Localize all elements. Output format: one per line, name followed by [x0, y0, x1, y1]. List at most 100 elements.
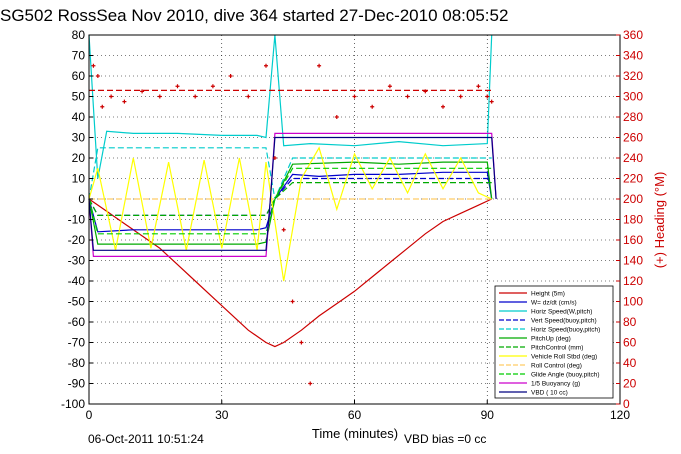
legend-entry: PitchUp (deg)	[531, 336, 571, 343]
legend-entry: Roll Control (deg)	[531, 363, 582, 370]
y-tick-label-right: 120	[623, 274, 643, 288]
heading-marker	[122, 99, 127, 104]
heading-marker	[308, 381, 313, 386]
heading-marker	[334, 115, 339, 119]
heading-marker	[405, 94, 410, 99]
heading-marker	[458, 94, 463, 99]
heading-marker	[387, 84, 392, 89]
heading-marker	[352, 94, 357, 99]
y-tick-label-left: 50	[72, 90, 86, 104]
series-line	[88, 34, 493, 179]
y-tick-label-right: 40	[623, 356, 637, 370]
series-11	[88, 136, 497, 251]
y-tick-label-right: 300	[623, 90, 643, 104]
legend-entry: Horiz Speed(W,pitch)	[531, 309, 592, 316]
x-tick-label: 60	[348, 408, 362, 422]
y-tick-label-left: -60	[68, 315, 86, 329]
series-3	[88, 177, 492, 216]
y-tick-label-left: -70	[68, 336, 86, 350]
x-axis: 0 30 60 90 120	[86, 400, 630, 422]
series-5	[88, 161, 493, 245]
y-tick-label-right: 360	[623, 28, 643, 42]
heading-marker	[264, 63, 268, 68]
x-tick-label: 90	[481, 408, 495, 422]
heading-marker	[228, 74, 233, 78]
series-layer	[88, 34, 497, 386]
series-6	[88, 182, 492, 216]
heading-marker	[175, 84, 180, 89]
legend-entry: 1/5 Buoyancy (g)	[531, 381, 580, 388]
heading-marker	[272, 156, 277, 160]
series-line	[88, 161, 493, 245]
series-line	[88, 167, 492, 235]
y-tick-label-right: 220	[623, 172, 643, 186]
y-tick-label-right: 0	[623, 397, 630, 411]
series-0	[88, 198, 492, 348]
x-tick-label: 120	[610, 408, 630, 422]
grid	[89, 35, 620, 404]
series-line	[88, 198, 492, 348]
timestamp: 06-Oct-2011 10:51:24	[88, 432, 204, 446]
heading-marker	[210, 84, 215, 89]
y-tick-label-right: 60	[623, 336, 637, 350]
series-line	[88, 132, 497, 257]
legend: Height (5m) W= dz/dt (cm/s) Horiz Speed(W,…	[494, 285, 614, 399]
heading-marker	[109, 94, 114, 99]
heading-marker	[485, 94, 490, 99]
heading-marker	[290, 299, 295, 304]
y-tick-label-right: 320	[623, 69, 643, 83]
y-tick-label-left: -80	[68, 356, 86, 370]
heading-marker	[95, 74, 100, 78]
y-tick-label-left: 0	[78, 192, 85, 206]
y-tick-label-left: 60	[72, 69, 86, 83]
heading-marker	[370, 104, 375, 109]
heading-marker	[157, 94, 162, 99]
y-tick-label-right: 20	[623, 377, 637, 391]
y-tick-label-left: 10	[72, 172, 86, 186]
y-axis-right: 0 20 40 60 80 100 120 140 160 180 200 220 240 260 280 3…	[616, 28, 643, 411]
y-tick-label-right: 240	[623, 151, 643, 165]
y-tick-label-left: 20	[72, 151, 86, 165]
series-line	[88, 147, 492, 202]
y-tick-label-left: -10	[68, 213, 86, 227]
y-tick-label-right: 160	[623, 233, 643, 247]
heading-marker	[317, 63, 322, 68]
y-tick-label-right: 280	[623, 110, 643, 124]
y-tick-label-right: 260	[623, 131, 643, 145]
series-12	[91, 63, 494, 386]
legend-entry: Height (5m)	[531, 291, 565, 298]
y-tick-label-right: 200	[623, 192, 643, 206]
legend-entry: W= dz/dt (cm/s)	[531, 300, 577, 307]
heading-marker	[489, 99, 494, 104]
y-tick-label-right: 140	[623, 254, 643, 268]
legend-entry: Vert Speed(buoy,pitch)	[531, 318, 597, 325]
series-4	[88, 147, 492, 202]
y-tick-label-left: -20	[68, 233, 86, 247]
chart-title: SG502 RossSea Nov 2010, dive 364 started…	[0, 6, 509, 25]
series-7	[88, 146, 492, 282]
y-tick-label-right: 180	[623, 213, 643, 227]
series-10	[88, 132, 497, 257]
legend-entry: PitchControl (mm)	[531, 345, 583, 352]
series-9	[88, 167, 492, 235]
y-tick-label-left: 70	[72, 49, 86, 63]
y-tick-label-left: -40	[68, 274, 86, 288]
heading-marker	[476, 84, 481, 89]
heading-marker	[193, 94, 198, 99]
series-line	[88, 177, 492, 216]
legend-entry: Vehicle Roll Stbd (deg)	[531, 354, 597, 361]
y-tick-label-left: -30	[68, 254, 86, 268]
series-line	[88, 136, 497, 251]
heading-marker	[441, 104, 445, 109]
heading-marker	[281, 227, 286, 232]
series-2	[88, 34, 493, 179]
y-axis-left: -100-90-80-70-60-50-40-30-20-10010203040…	[61, 28, 93, 411]
y-tick-label-left: 80	[72, 28, 86, 42]
x-tick-label: 30	[215, 408, 229, 422]
x-tick-label: 0	[86, 408, 93, 422]
y-tick-label-right: 80	[623, 315, 637, 329]
heading-marker	[246, 94, 251, 99]
vbd-bias: VBD bias =0 cc	[404, 432, 487, 446]
legend-entry: VBD ( 10 cc)	[531, 390, 568, 397]
